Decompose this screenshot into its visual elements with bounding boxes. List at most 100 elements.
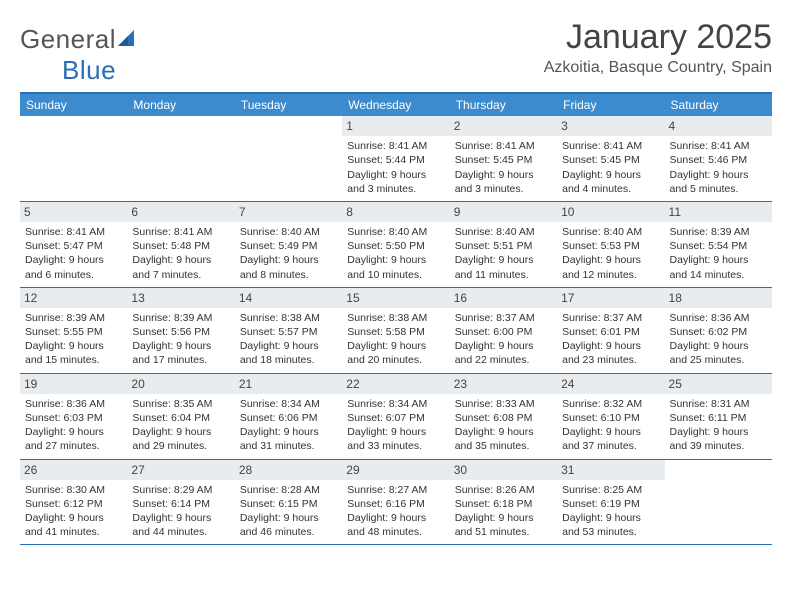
day-cell: 22Sunrise: 8:34 AMSunset: 6:07 PMDayligh… — [342, 374, 449, 459]
sunrise-line: Sunrise: 8:41 AM — [25, 225, 122, 239]
day-cell: 9Sunrise: 8:40 AMSunset: 5:51 PMDaylight… — [450, 202, 557, 287]
sunset-value: 6:18 PM — [493, 498, 532, 510]
sunrise-value: 8:38 AM — [389, 312, 428, 324]
sunrise-value: 8:32 AM — [604, 398, 643, 410]
day-cell: 17Sunrise: 8:37 AMSunset: 6:01 PMDayligh… — [557, 288, 664, 373]
sunset-label: Sunset: — [670, 154, 706, 166]
daylight-label: Daylight: — [670, 169, 711, 181]
week-row: 5Sunrise: 8:41 AMSunset: 5:47 PMDaylight… — [20, 202, 772, 288]
daylight-label: Daylight: — [347, 426, 388, 438]
sunset-label: Sunset: — [562, 498, 598, 510]
sunset-value: 6:04 PM — [171, 412, 210, 424]
sunrise-label: Sunrise: — [240, 398, 279, 410]
sunset-line: Sunset: 6:15 PM — [240, 497, 337, 511]
daylight-label: Daylight: — [25, 512, 66, 524]
sunset-value: 6:01 PM — [601, 326, 640, 338]
daylight-line: Daylight: 9 hours and 18 minutes. — [240, 339, 337, 367]
sunrise-value: 8:39 AM — [711, 226, 750, 238]
sunset-label: Sunset: — [240, 412, 276, 424]
sunrise-label: Sunrise: — [562, 484, 601, 496]
day-number: 6 — [127, 202, 234, 222]
day-number: 2 — [450, 116, 557, 136]
sunset-line: Sunset: 5:46 PM — [670, 153, 767, 167]
sunset-value: 6:14 PM — [171, 498, 210, 510]
sunset-line: Sunset: 5:45 PM — [562, 153, 659, 167]
daylight-label: Daylight: — [347, 340, 388, 352]
sunrise-line: Sunrise: 8:37 AM — [455, 311, 552, 325]
day-number: 26 — [20, 460, 127, 480]
sunrise-line: Sunrise: 8:27 AM — [347, 483, 444, 497]
sunset-label: Sunset: — [240, 498, 276, 510]
sunrise-line: Sunrise: 8:39 AM — [670, 225, 767, 239]
daylight-label: Daylight: — [347, 512, 388, 524]
day-number: 25 — [665, 374, 772, 394]
sunset-label: Sunset: — [347, 240, 383, 252]
day-number: 18 — [665, 288, 772, 308]
sunset-label: Sunset: — [455, 326, 491, 338]
sunrise-label: Sunrise: — [562, 312, 601, 324]
sail-icon — [116, 24, 138, 55]
sunrise-value: 8:25 AM — [604, 484, 643, 496]
sunrise-line: Sunrise: 8:41 AM — [455, 139, 552, 153]
daylight-line: Daylight: 9 hours and 48 minutes. — [347, 511, 444, 539]
sunrise-value: 8:36 AM — [66, 398, 105, 410]
sunset-value: 5:49 PM — [278, 240, 317, 252]
location-subtitle: Azkoitia, Basque Country, Spain — [544, 59, 772, 77]
sunset-value: 5:44 PM — [386, 154, 425, 166]
sunset-label: Sunset: — [347, 326, 383, 338]
sunset-line: Sunset: 6:01 PM — [562, 325, 659, 339]
sunset-value: 6:12 PM — [64, 498, 103, 510]
daylight-label: Daylight: — [562, 169, 603, 181]
sunset-line: Sunset: 6:08 PM — [455, 411, 552, 425]
day-cell: 12Sunrise: 8:39 AMSunset: 5:55 PMDayligh… — [20, 288, 127, 373]
day-cell: 21Sunrise: 8:34 AMSunset: 6:06 PMDayligh… — [235, 374, 342, 459]
sunrise-label: Sunrise: — [25, 484, 64, 496]
day-number: 5 — [20, 202, 127, 222]
sunset-label: Sunset: — [562, 412, 598, 424]
day-cell: 3Sunrise: 8:41 AMSunset: 5:45 PMDaylight… — [557, 116, 664, 201]
day-cell: 1Sunrise: 8:41 AMSunset: 5:44 PMDaylight… — [342, 116, 449, 201]
sunrise-value: 8:35 AM — [174, 398, 213, 410]
day-number: 23 — [450, 374, 557, 394]
logo-word-1: General — [20, 24, 116, 54]
sunset-value: 6:02 PM — [708, 326, 747, 338]
daylight-line: Daylight: 9 hours and 46 minutes. — [240, 511, 337, 539]
daylight-line: Daylight: 9 hours and 7 minutes. — [132, 253, 229, 281]
sunrise-line: Sunrise: 8:40 AM — [455, 225, 552, 239]
sunrise-label: Sunrise: — [670, 312, 709, 324]
daylight-line: Daylight: 9 hours and 3 minutes. — [455, 168, 552, 196]
sunrise-value: 8:37 AM — [604, 312, 643, 324]
calendar: SundayMondayTuesdayWednesdayThursdayFrid… — [20, 92, 772, 545]
day-number: 11 — [665, 202, 772, 222]
sunset-value: 6:15 PM — [278, 498, 317, 510]
sunrise-label: Sunrise: — [670, 226, 709, 238]
sunrise-label: Sunrise: — [25, 398, 64, 410]
sunrise-line: Sunrise: 8:34 AM — [240, 397, 337, 411]
sunrise-value: 8:40 AM — [389, 226, 428, 238]
day-header: Saturday — [665, 94, 772, 116]
daylight-label: Daylight: — [347, 254, 388, 266]
sunrise-label: Sunrise: — [347, 398, 386, 410]
day-number: 17 — [557, 288, 664, 308]
daylight-label: Daylight: — [562, 254, 603, 266]
sunset-value: 5:45 PM — [493, 154, 532, 166]
week-row: 19Sunrise: 8:36 AMSunset: 6:03 PMDayligh… — [20, 374, 772, 460]
sunset-label: Sunset: — [347, 154, 383, 166]
daylight-line: Daylight: 9 hours and 6 minutes. — [25, 253, 122, 281]
daylight-label: Daylight: — [347, 169, 388, 181]
day-number: 19 — [20, 374, 127, 394]
sunrise-value: 8:41 AM — [604, 140, 643, 152]
daylight-line: Daylight: 9 hours and 14 minutes. — [670, 253, 767, 281]
sunrise-label: Sunrise: — [25, 226, 64, 238]
sunrise-label: Sunrise: — [347, 312, 386, 324]
day-cell: 19Sunrise: 8:36 AMSunset: 6:03 PMDayligh… — [20, 374, 127, 459]
day-number: 22 — [342, 374, 449, 394]
sunrise-label: Sunrise: — [670, 398, 709, 410]
day-number: 29 — [342, 460, 449, 480]
empty-cell — [235, 116, 342, 201]
daylight-line: Daylight: 9 hours and 11 minutes. — [455, 253, 552, 281]
sunrise-label: Sunrise: — [670, 140, 709, 152]
sunrise-line: Sunrise: 8:38 AM — [240, 311, 337, 325]
sunrise-label: Sunrise: — [132, 226, 171, 238]
day-number: 10 — [557, 202, 664, 222]
